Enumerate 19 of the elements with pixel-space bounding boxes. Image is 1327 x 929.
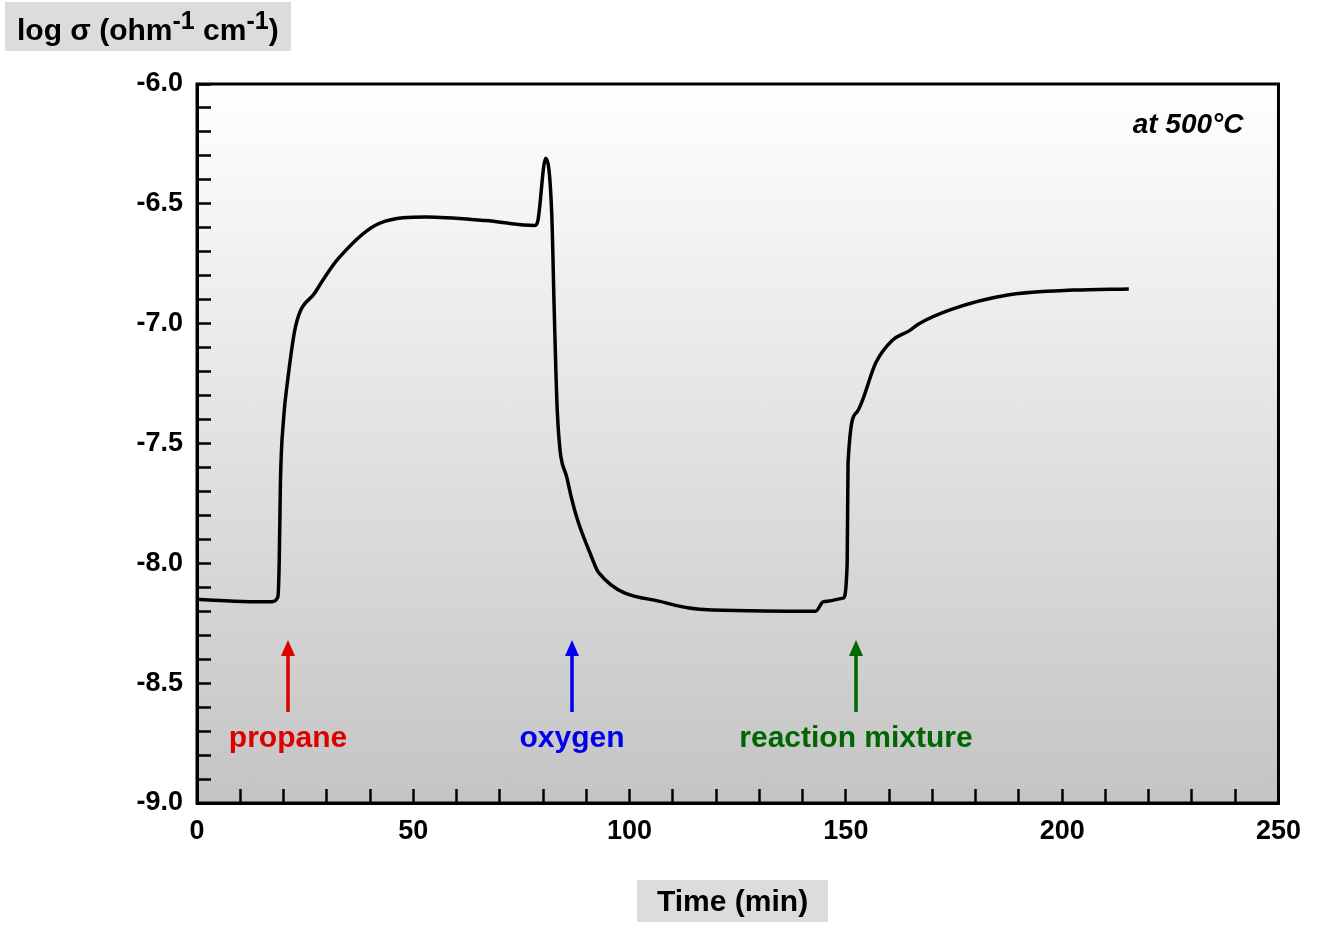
y-tick-label: -9.0 [136, 786, 183, 817]
y-tick-label: -6.0 [136, 67, 183, 98]
y-tick-label: -8.0 [136, 546, 183, 577]
x-tick-label: 0 [189, 814, 205, 845]
annotation: at 500°C [1132, 108, 1244, 140]
annotation: propane [228, 720, 348, 754]
y-tick-label: -7.0 [136, 307, 183, 338]
annotation: oxygen [519, 720, 625, 754]
x-tick-label: 50 [398, 814, 429, 845]
x-tick-label: 250 [1255, 814, 1302, 845]
x-axis-title: Time (min) [637, 880, 829, 922]
annotation: reaction mixture [739, 720, 973, 754]
x-tick-label: 200 [1039, 814, 1085, 845]
x-tick-label: 150 [823, 814, 869, 845]
y-tick-label: -6.5 [136, 187, 183, 218]
y-tick-label: -8.5 [136, 666, 183, 697]
x-tick-label: 100 [607, 814, 653, 845]
y-axis-title: log σ (ohm$^{-1}$ cm$^{-1}$) [5, 2, 291, 51]
y-tick-label: -7.5 [136, 426, 183, 457]
